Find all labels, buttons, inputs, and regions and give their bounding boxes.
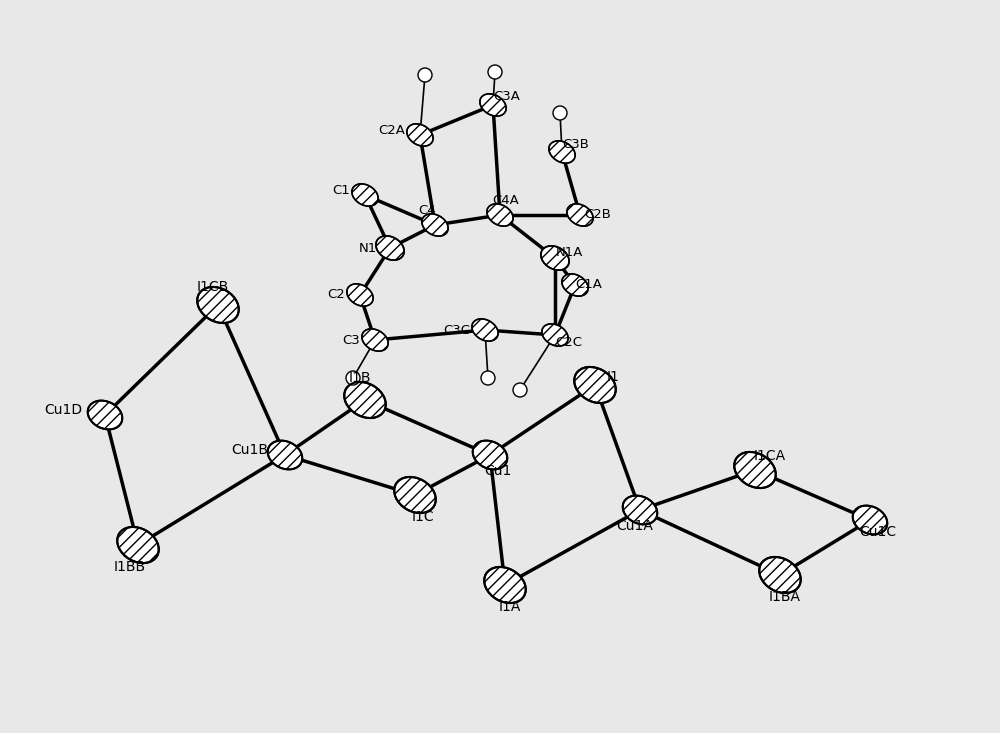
Text: I1CA: I1CA bbox=[754, 449, 786, 463]
Circle shape bbox=[513, 383, 527, 397]
Ellipse shape bbox=[549, 141, 575, 163]
Ellipse shape bbox=[759, 557, 801, 593]
Ellipse shape bbox=[562, 274, 588, 296]
Text: C4A: C4A bbox=[493, 194, 519, 207]
Text: I1: I1 bbox=[607, 370, 619, 384]
Ellipse shape bbox=[347, 284, 373, 306]
Ellipse shape bbox=[376, 236, 404, 260]
Circle shape bbox=[481, 371, 495, 385]
Text: I1A: I1A bbox=[499, 600, 521, 614]
Text: C1: C1 bbox=[332, 183, 350, 196]
Ellipse shape bbox=[480, 94, 506, 116]
Ellipse shape bbox=[88, 401, 122, 430]
Text: Cu1: Cu1 bbox=[484, 464, 512, 478]
Ellipse shape bbox=[344, 382, 386, 418]
Ellipse shape bbox=[117, 527, 159, 563]
Ellipse shape bbox=[541, 246, 569, 270]
Text: Cu1A: Cu1A bbox=[617, 519, 653, 533]
Text: I1BB: I1BB bbox=[114, 560, 146, 574]
Text: C2B: C2B bbox=[585, 208, 611, 221]
Text: C4: C4 bbox=[418, 205, 436, 218]
Ellipse shape bbox=[623, 496, 657, 524]
Ellipse shape bbox=[542, 324, 568, 346]
Text: C3A: C3A bbox=[494, 90, 520, 103]
Text: I1C: I1C bbox=[412, 510, 434, 524]
Text: N1: N1 bbox=[359, 241, 377, 254]
Ellipse shape bbox=[473, 441, 507, 469]
Ellipse shape bbox=[574, 367, 616, 403]
Text: C1A: C1A bbox=[576, 279, 602, 292]
Ellipse shape bbox=[422, 214, 448, 236]
Circle shape bbox=[488, 65, 502, 79]
Ellipse shape bbox=[394, 477, 436, 513]
Text: Cu1B: Cu1B bbox=[232, 443, 268, 457]
Ellipse shape bbox=[487, 204, 513, 226]
Ellipse shape bbox=[567, 204, 593, 226]
Text: Cu1D: Cu1D bbox=[44, 403, 82, 417]
Text: Cu1C: Cu1C bbox=[859, 525, 897, 539]
Ellipse shape bbox=[197, 287, 239, 323]
Ellipse shape bbox=[472, 319, 498, 341]
Circle shape bbox=[418, 68, 432, 82]
Ellipse shape bbox=[853, 506, 887, 534]
Ellipse shape bbox=[484, 567, 526, 603]
Text: I1BA: I1BA bbox=[769, 590, 801, 604]
Ellipse shape bbox=[407, 124, 433, 146]
Text: C3C: C3C bbox=[444, 323, 471, 336]
Text: I1CB: I1CB bbox=[197, 280, 229, 294]
Circle shape bbox=[553, 106, 567, 120]
Ellipse shape bbox=[352, 184, 378, 206]
Text: C2: C2 bbox=[327, 289, 345, 301]
Text: C2C: C2C bbox=[556, 336, 582, 350]
Text: C3B: C3B bbox=[563, 138, 589, 150]
Circle shape bbox=[346, 371, 360, 385]
Text: C2A: C2A bbox=[379, 123, 405, 136]
Text: I1B: I1B bbox=[349, 371, 371, 385]
Ellipse shape bbox=[362, 329, 388, 351]
Ellipse shape bbox=[268, 441, 302, 469]
Text: C3: C3 bbox=[342, 334, 360, 347]
Text: N1A: N1A bbox=[555, 246, 583, 259]
Ellipse shape bbox=[734, 452, 776, 488]
